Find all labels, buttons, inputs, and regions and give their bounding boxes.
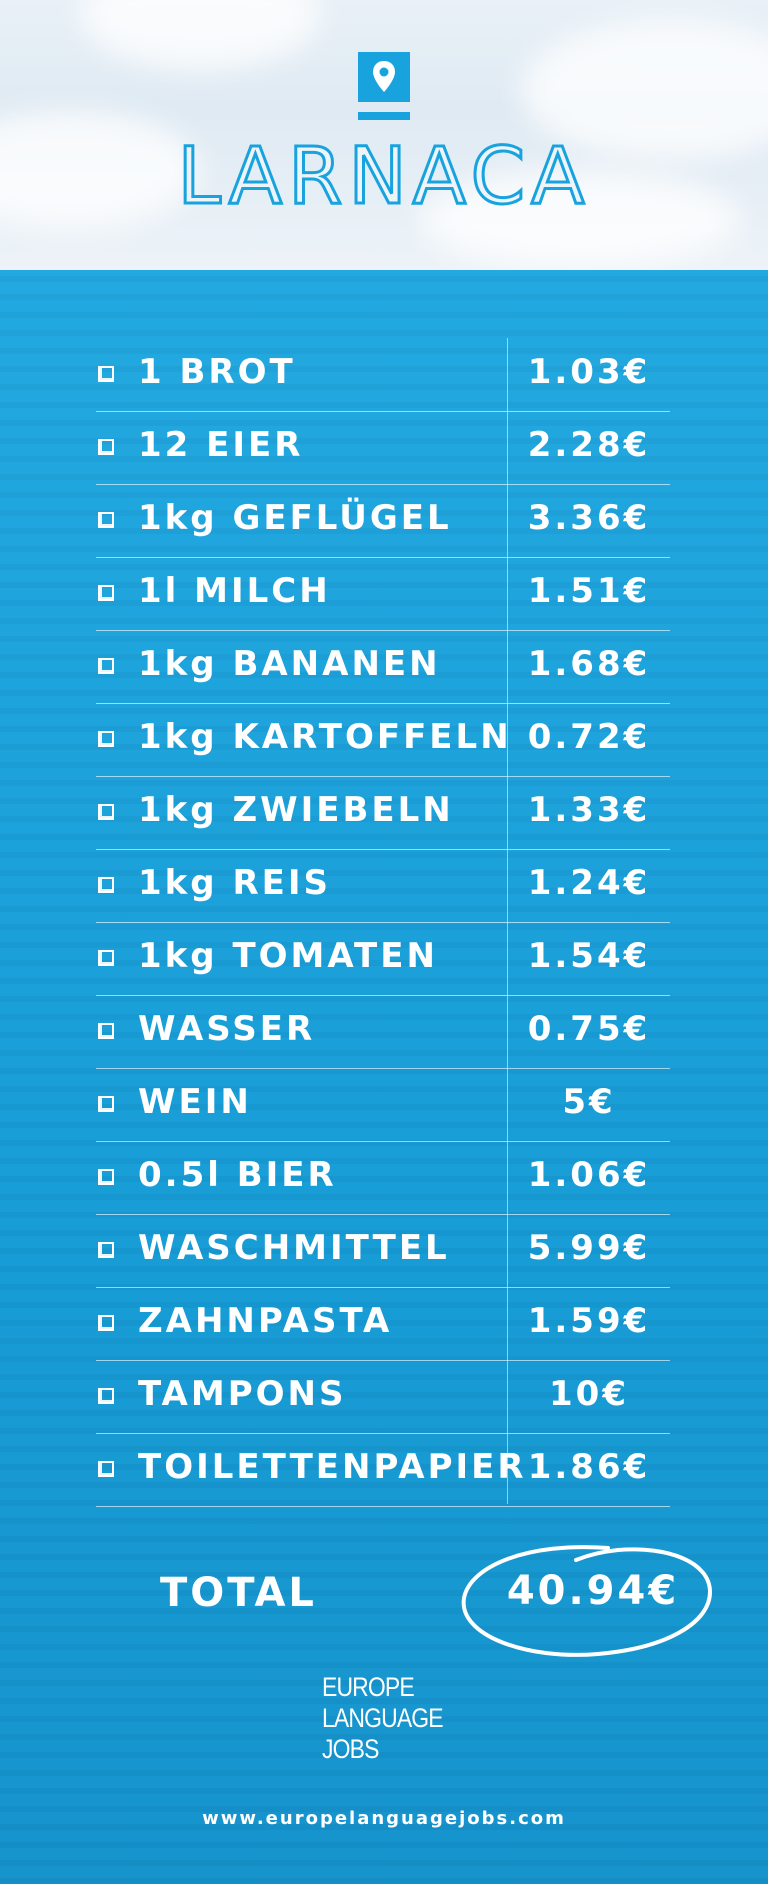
list-item: TAMPONS 10€ xyxy=(96,1360,670,1434)
item-name: 1l MILCH xyxy=(138,571,331,611)
total-label: TOTAL xyxy=(160,1570,317,1616)
item-price: 1.86€ xyxy=(527,1447,651,1487)
list-item: 1kg REIS 1.24€ xyxy=(96,849,670,923)
checkbox-icon[interactable] xyxy=(98,1461,114,1477)
list-item: 1l MILCH 1.51€ xyxy=(96,557,670,631)
item-name: 1kg ZWIEBELN xyxy=(138,790,454,830)
logo-line-3: JOBS xyxy=(322,1734,379,1764)
total-circle-scribble xyxy=(461,1545,713,1657)
item-price: 0.75€ xyxy=(527,1009,651,1049)
item-price: 1.54€ xyxy=(527,936,651,976)
europe-language-jobs-logo[interactable]: EUROPE LANGUAGE JOBS xyxy=(322,1672,444,1765)
list-item: 1 BROT 1.03€ xyxy=(96,338,670,412)
item-price: 1.33€ xyxy=(527,790,651,830)
item-price: 5€ xyxy=(562,1082,616,1122)
footer-url-link[interactable]: www.europelanguagejobs.com xyxy=(202,1808,566,1829)
item-name: WASSER xyxy=(138,1009,316,1049)
item-price: 3.36€ xyxy=(527,498,651,538)
item-name: WASCHMITTEL xyxy=(138,1228,450,1268)
checkbox-icon[interactable] xyxy=(98,877,114,893)
item-price: 10€ xyxy=(549,1374,629,1414)
list-item: 12 EIER 2.28€ xyxy=(96,411,670,485)
checkbox-icon[interactable] xyxy=(98,950,114,966)
list-item: 0.5l BIER 1.06€ xyxy=(96,1141,670,1215)
pin-underline xyxy=(358,112,410,120)
item-name: 1kg BANANEN xyxy=(138,644,441,684)
item-price: 1.59€ xyxy=(527,1301,651,1341)
list-item: 1kg TOMATEN 1.54€ xyxy=(96,922,670,996)
checkbox-icon[interactable] xyxy=(98,731,114,747)
checkbox-icon[interactable] xyxy=(98,1388,114,1404)
location-pin-icon xyxy=(358,52,410,102)
header-banner: LARNACA xyxy=(0,0,768,270)
list-item: 1kg KARTOFFELN 0.72€ xyxy=(96,703,670,777)
item-name: TOILETTENPAPIER xyxy=(138,1447,527,1487)
list-item: TOILETTENPAPIER 1.86€ xyxy=(96,1433,670,1507)
checkbox-icon[interactable] xyxy=(98,366,114,382)
item-name: 1kg REIS xyxy=(138,863,331,903)
item-name: ZAHNPASTA xyxy=(138,1301,393,1341)
checkbox-icon[interactable] xyxy=(98,658,114,674)
logo-line-1: EUROPE xyxy=(322,1672,415,1702)
list-item: WEIN 5€ xyxy=(96,1068,670,1142)
checkbox-icon[interactable] xyxy=(98,804,114,820)
list-item: 1kg ZWIEBELN 1.33€ xyxy=(96,776,670,850)
item-name: TAMPONS xyxy=(138,1374,347,1414)
city-title: LARNACA xyxy=(176,131,591,224)
item-name: WEIN xyxy=(138,1082,252,1122)
list-item: ZAHNPASTA 1.59€ xyxy=(96,1287,670,1361)
checkbox-icon[interactable] xyxy=(98,1242,114,1258)
item-name: 1kg TOMATEN xyxy=(138,936,438,976)
checkbox-icon[interactable] xyxy=(98,585,114,601)
item-price: 1.68€ xyxy=(527,644,651,684)
item-name: 1 BROT xyxy=(138,352,296,392)
item-name: 0.5l BIER xyxy=(138,1155,337,1195)
total-value: 40.94€ xyxy=(506,1568,680,1614)
item-price: 5.99€ xyxy=(527,1228,651,1268)
item-price: 1.06€ xyxy=(527,1155,651,1195)
item-name: 12 EIER xyxy=(138,425,304,465)
checkbox-icon[interactable] xyxy=(98,439,114,455)
item-price: 2.28€ xyxy=(527,425,651,465)
item-name: 1kg GEFLÜGEL xyxy=(138,498,452,538)
checkbox-icon[interactable] xyxy=(98,1315,114,1331)
list-item: 1kg BANANEN 1.68€ xyxy=(96,630,670,704)
column-divider xyxy=(507,338,508,1504)
checkbox-icon[interactable] xyxy=(98,1023,114,1039)
list-item: WASSER 0.75€ xyxy=(96,995,670,1069)
item-price: 1.03€ xyxy=(527,352,651,392)
logo-line-2: LANGUAGE xyxy=(322,1703,444,1733)
checkbox-icon[interactable] xyxy=(98,1096,114,1112)
checkbox-icon[interactable] xyxy=(98,512,114,528)
list-item: 1kg GEFLÜGEL 3.36€ xyxy=(96,484,670,558)
item-price: 1.24€ xyxy=(527,863,651,903)
price-list-panel xyxy=(0,270,768,1884)
checkbox-icon[interactable] xyxy=(98,1169,114,1185)
item-name: 1kg KARTOFFELN xyxy=(138,717,512,757)
list-item: WASCHMITTEL 5.99€ xyxy=(96,1214,670,1288)
item-price: 0.72€ xyxy=(527,717,651,757)
item-price: 1.51€ xyxy=(527,571,651,611)
